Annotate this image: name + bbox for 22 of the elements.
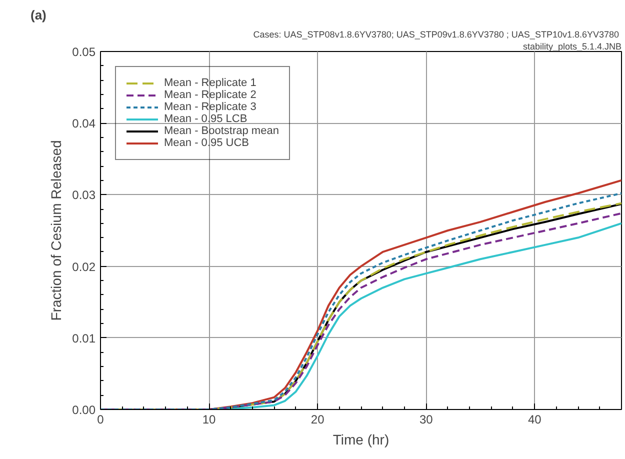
legend-label: Mean - Replicate 1 bbox=[164, 77, 256, 89]
x-tick-label: 10 bbox=[202, 412, 216, 426]
x-tick-label: 30 bbox=[419, 412, 434, 426]
legend-label: Mean - Replicate 3 bbox=[164, 101, 256, 113]
legend-label: Mean - Bootstrap mean bbox=[164, 125, 279, 137]
text: Cases: UAS_STP08v1.8.6YV3780; UAS_STP09v1.8.6YV3780 ; UAS_STP10v1.8.6YV3780 bbox=[253, 30, 620, 40]
legend-label: Mean - 0.95 UCB bbox=[164, 137, 249, 149]
x-tick-label: 20 bbox=[310, 412, 325, 426]
text: stability_plots_5.1.4.JNB bbox=[522, 42, 622, 52]
y-tick-label: 0.02 bbox=[72, 260, 96, 274]
x-axis-title: Time (hr) bbox=[332, 432, 390, 448]
legend-label: Mean - 0.95 LCB bbox=[164, 113, 248, 125]
y-tick-label: 0.03 bbox=[72, 188, 96, 202]
chart-title: (a) bbox=[30, 8, 46, 22]
y-tick-label: 0.00 bbox=[72, 403, 96, 417]
y-tick-label: 0.01 bbox=[72, 331, 96, 346]
y-tick-label: 0.05 bbox=[72, 45, 96, 59]
x-tick-label: 0 bbox=[97, 412, 104, 426]
y-tick-label: 0.04 bbox=[72, 116, 96, 131]
legend-label: Mean - Replicate 2 bbox=[164, 89, 256, 101]
x-tick-label: 40 bbox=[528, 412, 542, 426]
y-axis-title: Fraction of Cesium Released bbox=[48, 140, 64, 321]
